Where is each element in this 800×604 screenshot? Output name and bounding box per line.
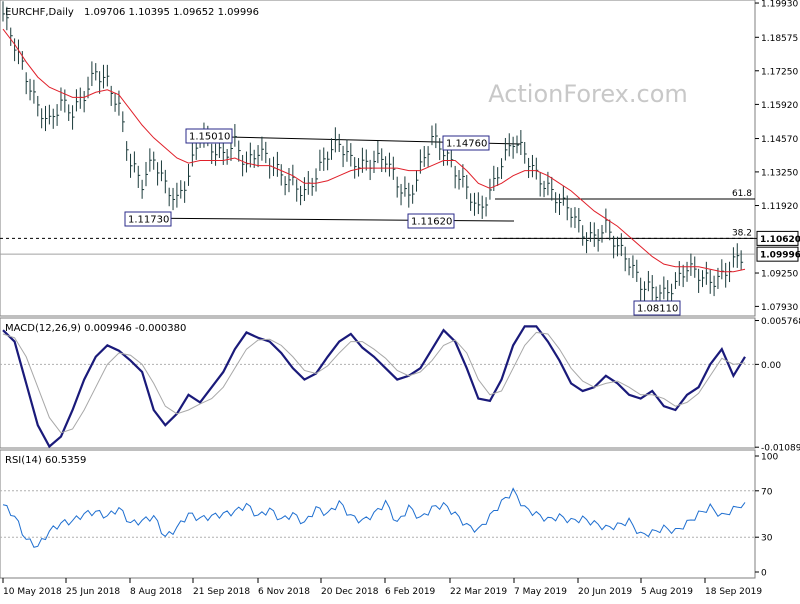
macd-tick-label: 0.005768 [761, 317, 800, 327]
price-annotation-box [633, 300, 681, 316]
price-tick-label: 1.17250 [761, 67, 798, 77]
price-tick-label: 1.14570 [761, 135, 798, 145]
macd-panel-title: MACD(12,26,9) 0.009946 -0.000380 [5, 323, 186, 334]
fib-label: 38.2 [732, 228, 752, 238]
macd-signal-series [2, 331, 746, 434]
moving-average-series [2, 28, 746, 273]
price-annotation-box [442, 135, 490, 151]
price-annotation-box [407, 213, 455, 229]
price-annotation-label: 1.11620 [411, 217, 452, 228]
rsi-tick-label: 100 [761, 453, 778, 463]
price-y-axis: 1.19930 1.18575 1.17250 1.15920 1.14570 1.132… [755, 0, 800, 313]
price-tag-label: 1.10620 [760, 235, 800, 245]
rsi-tick-label: 70 [761, 487, 773, 497]
price-ohlc-readout: 1.09706 1.10395 1.09652 1.09996 [84, 7, 259, 18]
price-annotation-box [124, 211, 172, 227]
price-tick-label: 1.13250 [761, 168, 798, 178]
x-tick-label: 8 Aug 2018 [130, 587, 182, 597]
macd-lines [2, 325, 746, 449]
x-tick-label: 25 Jun 2018 [66, 587, 120, 597]
macd-y-axis: 0.005768 0.00 -0.010894 [0, 317, 800, 454]
watermark: ActionForex.com [488, 80, 688, 108]
price-tick-label: 1.19930 [761, 0, 798, 10]
macd-panel-frame [0, 317, 756, 449]
macd-series [2, 325, 746, 449]
price-tick-label: 1.07930 [761, 303, 798, 313]
price-annotation-label: 1.11730 [128, 215, 169, 226]
price-tick-label: 1.18575 [761, 34, 798, 44]
price-tag-box [756, 246, 799, 262]
date-x-axis: 10 May 2018 25 Jun 2018 8 Aug 2018 21 Sep 2… [2, 578, 762, 597]
price-tick-label: 1.15920 [761, 101, 798, 111]
macd-tick-label: -0.010894 [761, 444, 800, 454]
x-tick-label: 18 Sep 2019 [705, 587, 762, 597]
x-tick-label: 5 Aug 2019 [641, 587, 693, 597]
fibonacci-lines: 61.8 38.2 [0, 189, 755, 255]
x-tick-label: 20 Dec 2018 [321, 587, 379, 597]
x-tick-label: 10 May 2018 [3, 587, 62, 597]
rsi-tick-label: 30 [761, 534, 773, 544]
rsi-panel-frame [0, 449, 756, 579]
price-panel-frame [0, 0, 756, 317]
price-tick-label: 1.09250 [761, 270, 798, 280]
rsi-line [2, 487, 746, 548]
x-tick-label: 20 Jun 2019 [578, 587, 632, 597]
lower-trendline [126, 217, 515, 222]
rsi-series [2, 487, 746, 548]
moving-average-line [2, 28, 746, 273]
price-annotation-label: 1.15010 [189, 132, 230, 143]
rsi-tick-label: 0 [761, 569, 767, 579]
fib-label: 61.8 [732, 189, 752, 199]
price-tag-label: 1.09996 [760, 251, 800, 261]
x-tick-label: 6 Feb 2019 [385, 587, 436, 597]
x-tick-label: 22 Mar 2019 [450, 587, 507, 597]
rsi-panel-title: RSI(14) 60.5359 [5, 455, 86, 466]
price-panel-title: EURCHF,Daily [5, 7, 74, 18]
price-annotation-label: 1.14760 [446, 139, 487, 150]
x-tick-label: 7 May 2019 [514, 587, 567, 597]
price-tick-label: 1.11920 [761, 202, 798, 212]
price-ohlc-bars [2, 1, 744, 307]
price-annotation-box [185, 128, 233, 144]
price-annotations: 1.15010 1.14760 1.11730 1.11620 1.08110 [124, 128, 681, 316]
x-tick-label: 21 Sep 2018 [193, 587, 250, 597]
x-tick-label: 6 Nov 2018 [258, 587, 310, 597]
macd-tick-label: 0.00 [761, 361, 781, 371]
price-tag-box [756, 230, 799, 246]
price-annotation-label: 1.08110 [637, 304, 678, 315]
rsi-y-axis: 100 70 30 0 [0, 453, 778, 579]
